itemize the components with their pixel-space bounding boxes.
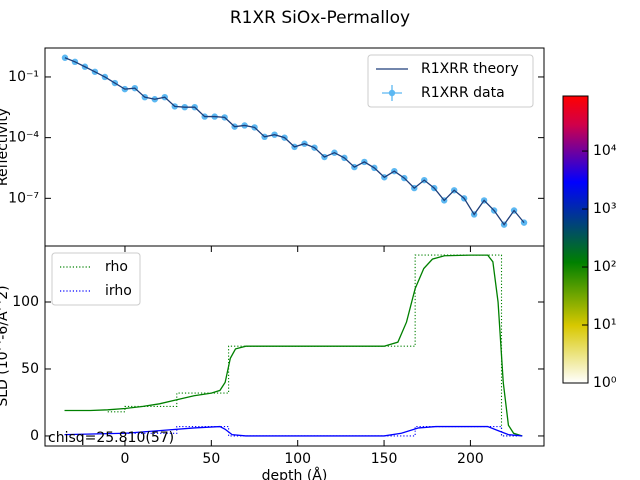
legend-swatch bbox=[388, 89, 396, 97]
legend-label: R1XRR theory bbox=[421, 61, 519, 77]
y-axis-label: Reflectivity bbox=[0, 108, 11, 186]
data-point bbox=[61, 54, 69, 61]
y-tick-label: 10⁻⁷ bbox=[8, 190, 39, 206]
x-tick-label: 50 bbox=[202, 451, 220, 467]
colorbar bbox=[562, 95, 589, 384]
axes-frame bbox=[44, 245, 545, 447]
data-line bbox=[64, 254, 523, 437]
annotation: chisq=25.810(57) bbox=[48, 430, 174, 446]
colorbar-tick-label: 10³ bbox=[593, 201, 616, 217]
data-line bbox=[64, 425, 523, 437]
colorbar-tick-label: 10² bbox=[593, 259, 616, 275]
y-tick-label: 100 bbox=[12, 294, 39, 310]
plot-area bbox=[61, 54, 528, 228]
plot-area bbox=[64, 254, 523, 437]
colorbar-tick-label: 10¹ bbox=[593, 317, 616, 333]
y-axis-label: SLD (10^-6/Å^2) bbox=[0, 285, 11, 406]
x-tick-label: 200 bbox=[457, 451, 484, 467]
colorbar-tick-label: 10⁰ bbox=[593, 375, 617, 391]
legend-label: irho bbox=[105, 283, 132, 299]
legend-label: R1XRR data bbox=[421, 85, 505, 101]
x-axis-label: depth (Å) bbox=[262, 467, 328, 480]
legend-label: rho bbox=[105, 259, 128, 275]
data-line bbox=[64, 57, 525, 226]
x-tick-label: 0 bbox=[121, 451, 130, 467]
x-tick-label: 100 bbox=[284, 451, 311, 467]
y-tick-label: 0 bbox=[30, 428, 39, 444]
y-tick-label: 10⁻¹ bbox=[8, 69, 39, 85]
y-tick-label: 10⁻⁴ bbox=[8, 130, 39, 146]
figure-title: R1XR SiOx-Permalloy bbox=[230, 8, 410, 28]
legend-box bbox=[367, 54, 534, 108]
y-tick-label: 50 bbox=[21, 361, 39, 377]
legend-box bbox=[51, 252, 141, 306]
colorbar-tick-label: 10⁴ bbox=[593, 143, 617, 159]
x-tick-label: 150 bbox=[371, 451, 398, 467]
